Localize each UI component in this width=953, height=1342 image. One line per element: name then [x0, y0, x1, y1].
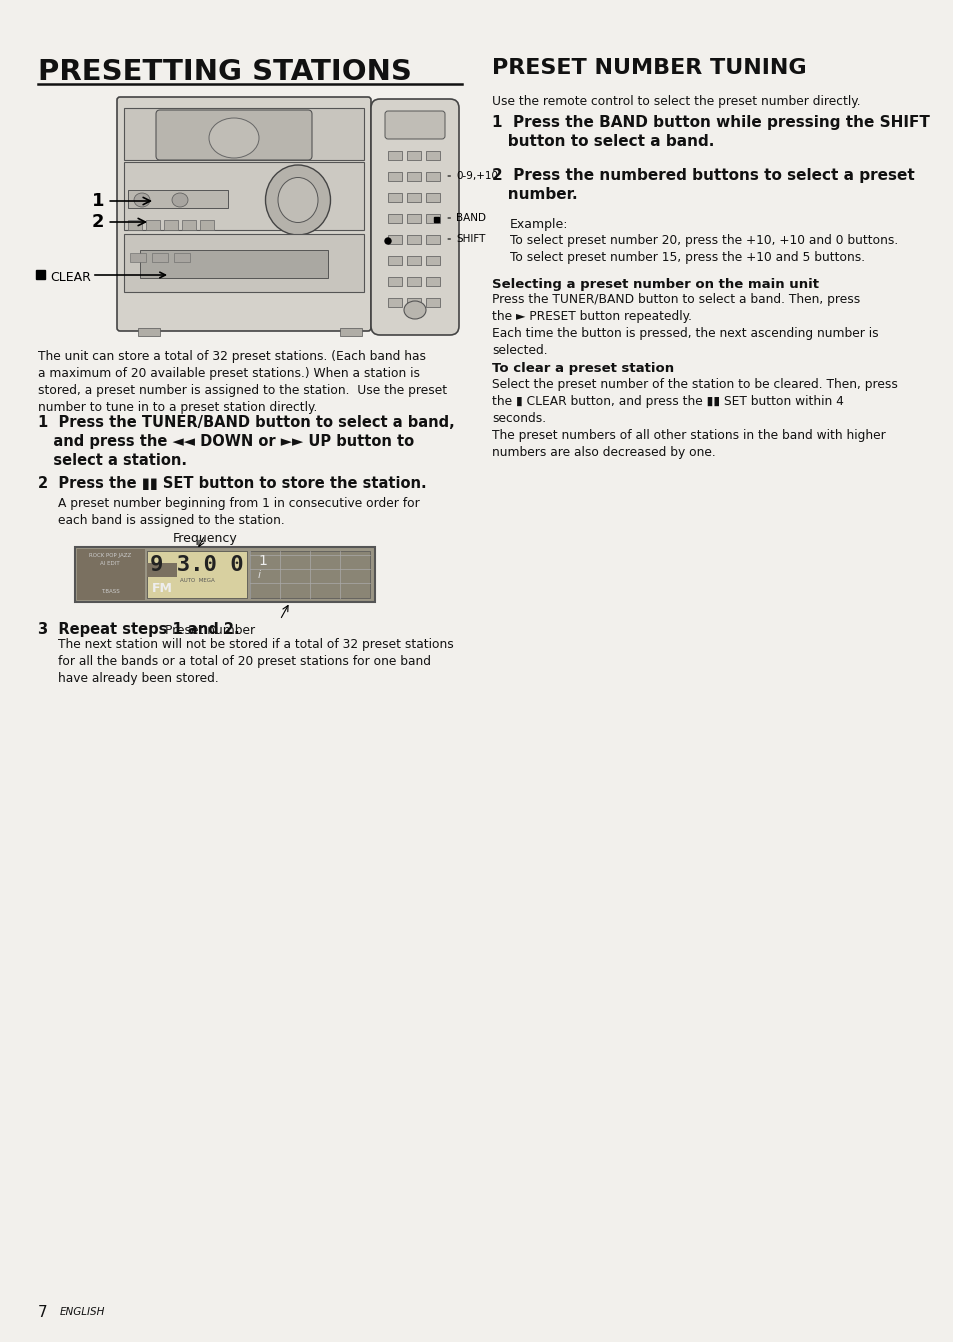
Text: 2  Press the ▮▮ SET button to store the station.: 2 Press the ▮▮ SET button to store the s… [38, 476, 426, 491]
Text: Frequency: Frequency [172, 531, 237, 545]
Circle shape [385, 238, 391, 244]
Bar [124, 162, 364, 229]
Bar [407, 235, 420, 244]
Bar [407, 276, 420, 286]
Bar [388, 213, 401, 223]
Text: ROCK POP JAZZ: ROCK POP JAZZ [89, 553, 131, 558]
Text: 1  Press the TUNER/BAND button to select a band,
   and press the ◄◄ DOWN or ►► : 1 Press the TUNER/BAND button to select … [38, 415, 455, 468]
Bar [426, 172, 439, 181]
FancyBboxPatch shape [371, 99, 458, 336]
Bar [173, 254, 190, 262]
Bar [407, 193, 420, 203]
Text: PRESET NUMBER TUNING: PRESET NUMBER TUNING [492, 58, 806, 78]
Text: Use the remote control to select the preset number directly.: Use the remote control to select the pre… [492, 95, 860, 107]
Bar [388, 152, 401, 160]
Text: PRESETTING STATIONS: PRESETTING STATIONS [38, 58, 412, 86]
Text: AUTO  MEGA: AUTO MEGA [179, 578, 214, 582]
Bar [75, 548, 375, 603]
Text: BAND: BAND [448, 213, 485, 223]
Bar [388, 256, 401, 264]
Bar [388, 235, 401, 244]
Bar [147, 564, 177, 577]
Bar [426, 193, 439, 203]
Bar [434, 217, 438, 221]
Bar [388, 276, 401, 286]
Text: i: i [257, 570, 261, 580]
Ellipse shape [172, 193, 188, 207]
Bar [138, 327, 160, 336]
Bar [388, 193, 401, 203]
Text: AI EDIT: AI EDIT [100, 561, 120, 566]
Text: 3  Repeat steps 1 and 2.: 3 Repeat steps 1 and 2. [38, 621, 239, 637]
Bar [140, 250, 328, 278]
Ellipse shape [209, 118, 258, 158]
FancyBboxPatch shape [385, 111, 444, 140]
Bar [426, 152, 439, 160]
Bar [147, 552, 247, 599]
Text: 0-9,+10: 0-9,+10 [448, 170, 497, 181]
Bar [426, 276, 439, 286]
Text: 1  Press the BAND button while pressing the SHIFT
   button to select a band.: 1 Press the BAND button while pressing t… [492, 115, 929, 149]
Bar [339, 327, 361, 336]
Bar [124, 234, 364, 293]
Bar [164, 220, 178, 229]
Bar [77, 549, 145, 600]
Bar [426, 256, 439, 264]
Text: A preset number beginning from 1 in consecutive order for
each band is assigned : A preset number beginning from 1 in cons… [58, 497, 419, 527]
Bar [128, 191, 228, 208]
Text: CLEAR: CLEAR [50, 271, 91, 285]
Text: ENGLISH: ENGLISH [60, 1307, 105, 1317]
Ellipse shape [277, 177, 317, 223]
FancyBboxPatch shape [117, 97, 371, 331]
Text: T.BASS: T.BASS [100, 589, 119, 595]
Bar [407, 172, 420, 181]
Bar [250, 552, 370, 599]
Bar [182, 220, 195, 229]
Text: 7: 7 [38, 1304, 48, 1321]
Text: To clear a preset station: To clear a preset station [492, 362, 674, 374]
Text: The unit can store a total of 32 preset stations. (Each band has
a maximum of 20: The unit can store a total of 32 preset … [38, 350, 447, 413]
Bar [426, 213, 439, 223]
Bar [200, 220, 213, 229]
Bar [130, 254, 146, 262]
Text: To select preset number 20, press the +10, +10 and 0 buttons.
To select preset n: To select preset number 20, press the +1… [510, 234, 898, 264]
Text: 9 3.0 0: 9 3.0 0 [150, 556, 244, 574]
Text: 1: 1 [91, 192, 151, 209]
Text: Example:: Example: [510, 217, 568, 231]
Bar [36, 270, 45, 279]
Bar [146, 220, 160, 229]
Ellipse shape [403, 301, 426, 319]
Text: 2  Press the numbered buttons to select a preset
   number.: 2 Press the numbered buttons to select a… [492, 168, 914, 201]
Bar [128, 220, 142, 229]
Bar [407, 256, 420, 264]
Bar [124, 107, 364, 160]
Text: Select the preset number of the station to be cleared. Then, press
the ▮ CLEAR b: Select the preset number of the station … [492, 378, 897, 459]
Bar [426, 298, 439, 307]
Ellipse shape [265, 165, 330, 235]
Bar [407, 298, 420, 307]
Bar [407, 213, 420, 223]
Text: FM: FM [152, 582, 172, 595]
Bar [388, 172, 401, 181]
Text: Press the TUNER/BAND button to select a band. Then, press
the ► PRESET button re: Press the TUNER/BAND button to select a … [492, 293, 878, 357]
Text: 1: 1 [257, 554, 267, 568]
Bar [388, 298, 401, 307]
Bar [152, 254, 168, 262]
Text: Preset number: Preset number [165, 624, 254, 637]
Text: The next station will not be stored if a total of 32 preset stations
for all the: The next station will not be stored if a… [58, 637, 454, 684]
FancyBboxPatch shape [156, 110, 312, 160]
Bar [426, 235, 439, 244]
Bar [407, 152, 420, 160]
Text: 2: 2 [91, 213, 145, 231]
Ellipse shape [133, 193, 150, 207]
Text: SHIFT: SHIFT [448, 234, 485, 244]
Text: Selecting a preset number on the main unit: Selecting a preset number on the main un… [492, 278, 818, 291]
